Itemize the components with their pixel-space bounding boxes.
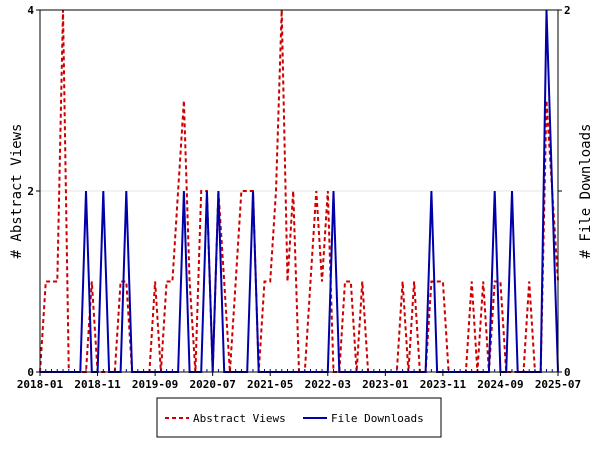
legend-label-abstract-views: Abstract Views <box>193 412 286 425</box>
x-tick-label: 2019-09 <box>132 378 178 391</box>
y-left-tick-label: 2 <box>27 185 34 198</box>
x-tick-label: 2023-01 <box>362 378 409 391</box>
y-left-tick-label: 0 <box>27 366 34 379</box>
y-left-tick-label: 4 <box>27 4 34 17</box>
x-tick-label: 2025-07 <box>535 378 581 391</box>
legend-box <box>156 397 442 438</box>
right-axis-title: # File Downloads <box>578 124 594 259</box>
ticks-layer: 0 2 4 0 2 2018-01 2018-11 2019-09 2020-07 2021-05… <box>17 4 581 391</box>
x-tick-label: 2018-11 <box>74 378 121 391</box>
x-tick-label: 2024-09 <box>477 378 523 391</box>
legend: Abstract Views File Downloads <box>156 397 442 438</box>
y-right-tick-label: 2 <box>564 4 571 17</box>
left-axis-title: # Abstract Views <box>9 124 25 259</box>
x-tick-label: 2023-11 <box>420 378 467 391</box>
y-right-tick-label: 0 <box>564 366 571 379</box>
legend-label-file-downloads: File Downloads <box>331 412 424 425</box>
x-tick-label: 2020-07 <box>189 378 235 391</box>
x-tick-label: 2021-05 <box>247 378 293 391</box>
x-tick-label: 2018-01 <box>17 378 64 391</box>
x-tick-label: 2022-03 <box>305 378 351 391</box>
